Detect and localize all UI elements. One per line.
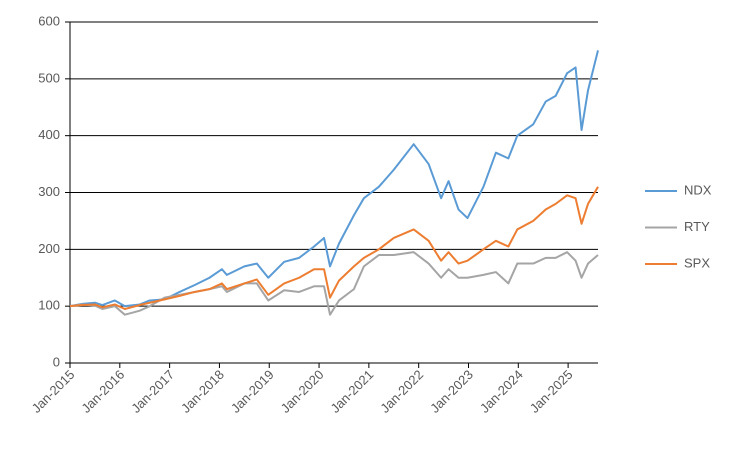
x-tick-label: Jan-2024 <box>477 367 526 416</box>
x-tick-label: Jan-2023 <box>427 367 476 416</box>
y-tick-label: 300 <box>38 184 60 199</box>
legend-label: SPX <box>684 255 710 270</box>
x-tick-label: Jan-2015 <box>29 367 78 416</box>
x-tick-label: Jan-2017 <box>128 367 177 416</box>
y-tick-label: 500 <box>38 70 60 85</box>
x-tick-label: Jan-2019 <box>228 367 277 416</box>
x-tick-label: Jan-2022 <box>377 367 426 416</box>
x-tick-label: Jan-2020 <box>278 367 327 416</box>
line <box>69 186 599 311</box>
legend-label: NDX <box>684 182 712 197</box>
x-tick-label: Jan-2018 <box>178 367 227 416</box>
x-tick-label: Jan-2016 <box>78 367 127 416</box>
y-tick-label: 600 <box>38 13 60 28</box>
y-tick-label: 200 <box>38 241 60 256</box>
y-tick-label: 400 <box>38 127 60 142</box>
legend-label: RTY <box>684 219 710 234</box>
y-tick-label: 0 <box>53 354 60 369</box>
line <box>69 251 599 316</box>
x-tick-label: Jan-2025 <box>527 367 576 416</box>
line <box>69 50 599 308</box>
y-tick-label: 100 <box>38 298 60 313</box>
x-tick-label: Jan-2021 <box>327 367 376 416</box>
